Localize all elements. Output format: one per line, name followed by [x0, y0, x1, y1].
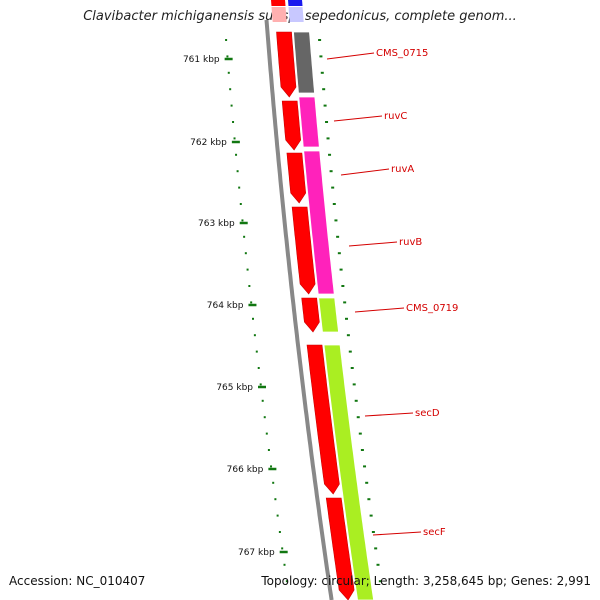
label-leader: [333, 115, 383, 122]
label-leader: [372, 531, 422, 536]
sec-band[interactable]: [323, 344, 375, 600]
scale-label: 765 kbp: [216, 383, 253, 393]
cds-arrow[interactable]: [325, 497, 355, 600]
accession-text: Accession: NC_010407: [9, 574, 146, 588]
label-leader: [340, 168, 390, 176]
cds-arrow[interactable]: [286, 152, 307, 204]
gene-labels: CMS_0715 ruvC ruvA ruvB CMS_0719 secD secF: [326, 48, 458, 538]
scale-label: 761 kbp: [183, 55, 220, 65]
gene-label-cms_0719[interactable]: CMS_0719: [406, 303, 458, 314]
label-leader: [364, 412, 414, 417]
scale-label: 766 kbp: [227, 465, 264, 475]
cds-arrow[interactable]: [306, 344, 340, 495]
hypothetical-band[interactable]: [293, 31, 315, 94]
cds-track: [271, 0, 355, 600]
cds-arrow[interactable]: [291, 206, 316, 295]
blue-feature-faded: [288, 7, 304, 22]
cds-arrow[interactable]: [301, 297, 320, 333]
scale-ticks: 761 kbp 762 kbp 763 kbp 764 kbp 765 kbp 766 k…: [183, 39, 382, 583]
gene-label-secf[interactable]: secF: [423, 527, 446, 538]
blue-feature[interactable]: [288, 0, 303, 6]
ruv-band[interactable]: [298, 96, 320, 148]
outer-feature-track: [288, 0, 375, 600]
ruv-band[interactable]: [303, 150, 335, 295]
cds-arrow[interactable]: [271, 0, 286, 6]
scale-label: 763 kbp: [198, 219, 235, 229]
cds-faded: [271, 7, 287, 22]
sec-band[interactable]: [318, 297, 339, 333]
label-leader: [326, 52, 375, 60]
gene-label-ruva[interactable]: ruvA: [391, 164, 414, 175]
label-leader: [354, 307, 405, 313]
cds-arrow[interactable]: [276, 31, 297, 98]
gene-label-ruvc[interactable]: ruvC: [384, 111, 407, 122]
backbone-line: [264, 19, 334, 600]
topology-summary: Topology: circular; Length: 3,258,645 bp…: [261, 574, 591, 588]
gene-label-cms_0715[interactable]: CMS_0715: [376, 48, 428, 59]
scale-label: 764 kbp: [207, 301, 244, 311]
scale-label: 767 kbp: [238, 548, 275, 558]
gene-label-secd[interactable]: secD: [415, 408, 440, 419]
scale-label: 762 kbp: [190, 138, 227, 148]
backbone-track: [264, 19, 334, 600]
cds-arrow[interactable]: [281, 100, 302, 151]
label-leader: [348, 241, 398, 247]
gene-label-ruvb[interactable]: ruvB: [399, 237, 422, 248]
